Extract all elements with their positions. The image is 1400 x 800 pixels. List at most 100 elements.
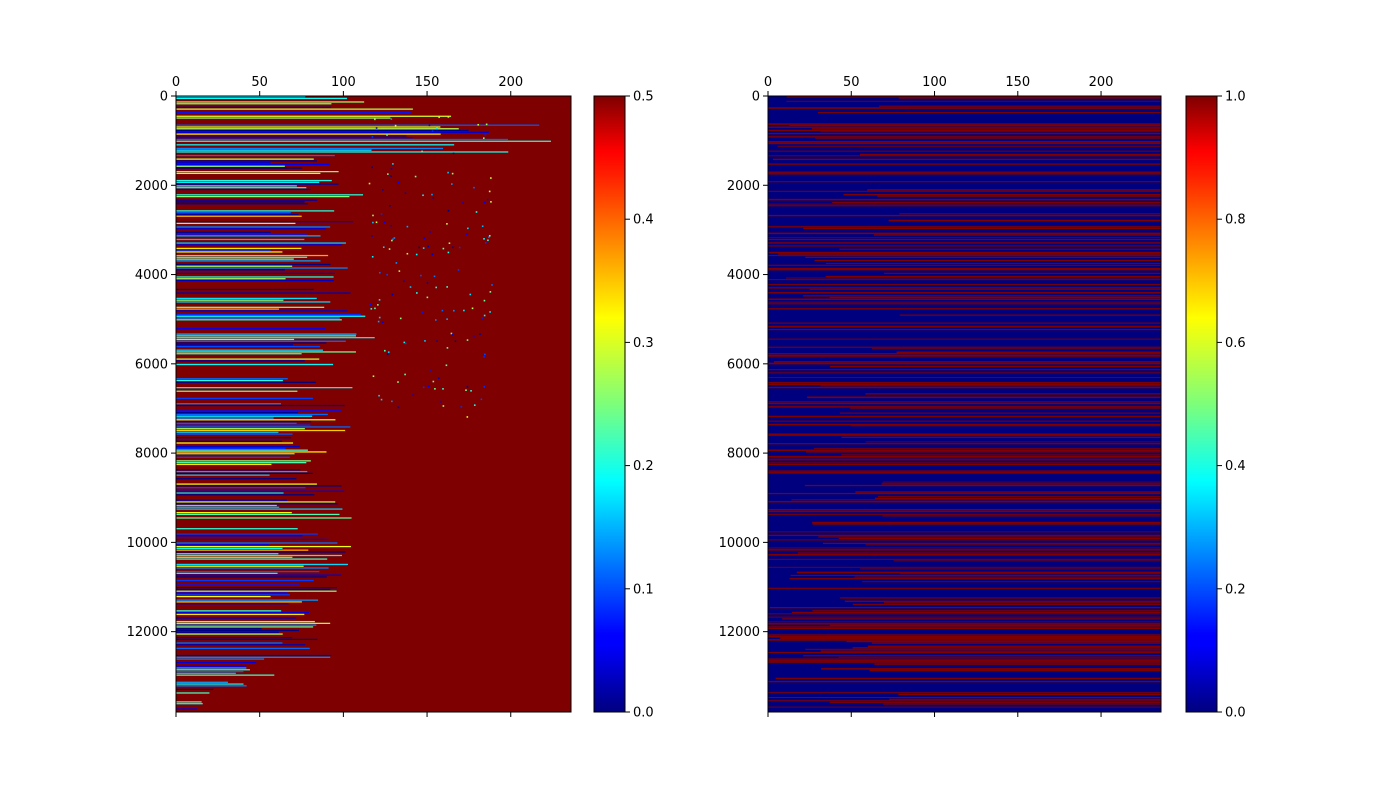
heatmap-b-cell [832,202,1161,204]
heatmap-a-cell [176,215,302,217]
heatmap-a-cell [176,363,334,366]
heatmap-a-cell [176,603,289,605]
heatmap-a-cell [176,708,198,710]
heatmap-b-cell [768,140,1161,143]
heatmap-a-cell [176,185,297,187]
heatmap-b-cell [838,537,1161,540]
heatmap-a-cell [176,570,320,573]
heatmap-a-speckle [369,303,372,306]
heatmap-a-speckle [471,307,474,310]
heatmap-b-cell [812,610,1161,612]
heatmap-b-cell [820,385,1161,387]
heatmap-b-cell [768,269,1161,271]
heatmap-a-frame [175,95,572,713]
heatmap-a-speckle [446,286,448,288]
heatmap-a-cell [176,353,302,355]
heatmap-a-speckle [450,332,453,335]
heatmap-b-cell [768,372,1161,374]
heatmap-a-cell [176,349,323,351]
heatmap-a-speckle [490,177,492,179]
heatmap-a-speckle [428,385,430,388]
heatmap-a-speckle [382,188,384,191]
heatmap-b-cell [768,251,1161,254]
heatmap-a-cell [176,263,331,266]
heatmap-a-speckle [404,342,407,345]
heatmap-a-cell [176,547,283,549]
heatmap-a-speckle [415,253,418,256]
heatmap-a-cell [176,433,293,435]
heatmap-b-cell [768,534,1161,536]
heatmap-b-cell [889,698,1161,700]
heatmap-a-cell [176,449,308,451]
heatmap-a-speckle [483,299,486,302]
heatmap-a-cell [176,279,334,282]
heatmap-b-cell [791,499,1161,501]
heatmap-a-speckle [481,317,483,319]
heatmap-a-speckle [416,292,418,294]
heatmap-b-cell [804,484,1161,487]
heatmap-a-cell [176,306,325,308]
heatmap-a-speckle [440,400,442,403]
heatmap-b-cell [829,365,1161,368]
heatmap-b-cell [825,263,1161,265]
heatmap-b-frame [767,95,1162,713]
heatmap-a-cell [176,410,341,412]
heatmap-a-speckle [484,353,486,356]
heatmap-b-cell [768,613,1161,615]
heatmap-a-speckle [398,270,401,272]
heatmap-b-cell [855,491,1161,493]
heatmap-a-speckle [397,381,399,383]
heatmap-a-cell [176,631,279,633]
heatmap-a-cell [176,499,288,501]
heatmap-b-cell [778,253,1161,255]
heatmap-b-cell [768,163,1161,165]
heatmap-a-speckle [386,273,389,276]
heatmap-b-cell [815,137,1161,139]
heatmap-a-cell [176,620,315,623]
heatmap-a-speckle [483,385,486,388]
heatmap-a-cell [176,658,265,660]
heatmap-a-speckle [404,192,407,194]
heatmap-b-cell [768,308,1161,310]
heatmap-a-speckle [466,416,469,418]
heatmap-a-speckle [409,286,412,288]
heatmap-a-cell [176,172,321,175]
heatmap-b-cell [829,701,1161,703]
heatmap-b-cell [820,650,1161,652]
heatmap-b-cell [768,205,1161,207]
heatmap-a-cell [176,228,326,230]
heatmap-a-cell [176,429,346,432]
heatmap-a-speckle [460,405,463,408]
heatmap-b-cell [852,647,1161,649]
heatmap-a-cell [176,319,342,321]
heatmap-a-cell [176,665,247,667]
colorbar-b: 0.0 0.2 0.4 0.6 0.8 1.0 [1185,90,1246,721]
heatmap-b-cell [899,573,1161,575]
heatmap-a-speckle [447,251,450,254]
heatmap-a-cell [176,101,365,103]
heatmap-b-cell [768,658,1161,660]
heatmap-a-speckle [447,209,450,212]
heatmap-b-cell [796,571,1161,574]
heatmap-a-cell [176,542,338,544]
heatmap-a-cell [176,595,271,598]
heatmap-a-cell [176,328,326,330]
heatmap-a-cell [176,440,283,442]
heatmap-a-speckle [432,197,435,199]
heatmap-a-speckle [442,247,445,250]
heatmap-a-speckle [426,282,429,284]
heatmap-a-cell [176,503,339,505]
heatmap-b-cell [768,463,1161,466]
heatmap-a-speckle [485,123,488,126]
heatmap-a-cell [176,154,335,157]
heatmap-a-cell [176,517,352,519]
heatmap-a-cell [176,360,305,362]
heatmap-a-cell [176,138,509,141]
heatmap-a-speckle [452,152,455,155]
heatmap-a-speckle [389,204,391,207]
heatmap-b-cell [768,623,1161,625]
heatmap-a-cell [176,292,351,294]
heatmap-a-cell [176,447,286,449]
heatmap-b-cell [809,288,1161,290]
heatmap-a-cell [176,260,321,262]
